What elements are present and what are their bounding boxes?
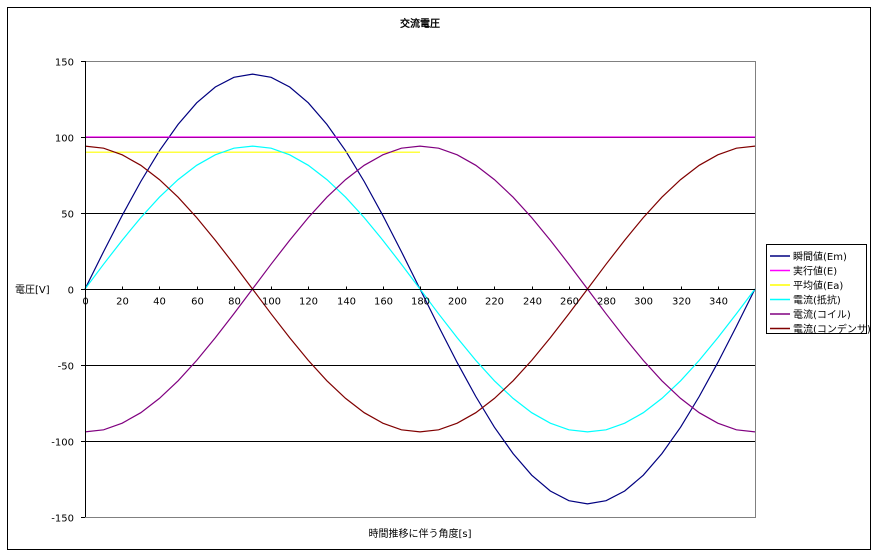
x-tick-label: 280 [597,297,616,308]
chart-border [7,7,871,550]
x-tick-label: 160 [374,297,393,308]
y-tick-label: -50 [58,362,74,373]
x-tick-label: 80 [228,297,241,308]
x-tick-label: 320 [672,297,691,308]
x-tick-label: 220 [485,297,504,308]
x-tick-label: 300 [634,297,653,308]
y-tick-label: 150 [55,58,74,69]
legend-label: 電流(コイル) [793,308,851,321]
x-tick-label: 200 [448,297,467,308]
legend-label: 実行値(E) [793,265,837,278]
y-axis-label: 電圧[V] [15,284,50,296]
x-axis-label: 時間推移に伴う角度[s] [368,527,471,540]
legend-label: 電流(コンデンサ) [793,323,871,336]
y-tick-label: 0 [68,286,74,297]
series-line-6 [84,145,756,433]
x-tick-label: 180 [411,297,430,308]
x-tick-label: 120 [299,297,318,308]
series-line-5 [84,145,756,433]
x-tick-label: 0 [82,297,88,308]
x-tick-label: 60 [191,297,204,308]
legend: 瞬間値(Em) 実行値(E)平均値(Ea) 電流(抵抗)電流(コイル) 電流(コンデン… [766,244,871,336]
x-tick-label: 20 [116,297,129,308]
y-tick-label: 100 [55,134,74,145]
x-tick-label: 140 [337,297,356,308]
y-tick-label: -100 [51,438,74,449]
legend-label: 電流(抵抗) [793,294,841,307]
x-tick-label: 240 [523,297,542,308]
x-tick-label: 260 [560,297,579,308]
y-tick-label: -150 [51,514,74,525]
legend-label: 瞬間値(Em) [793,250,847,263]
x-tick-label: 40 [153,297,166,308]
x-tick-label: 340 [709,297,728,308]
chart-title: 交流電圧 [400,17,440,30]
y-tick-label: 50 [61,210,74,221]
x-tick-label: 100 [262,297,281,308]
legend-label: 平均値(Ea) [793,279,843,292]
